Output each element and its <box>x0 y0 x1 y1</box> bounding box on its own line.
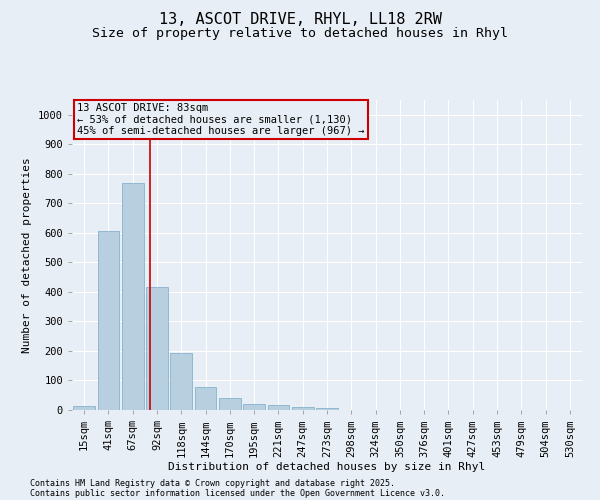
Bar <box>73 406 95 410</box>
Bar <box>97 231 119 410</box>
Text: 13 ASCOT DRIVE: 83sqm
← 53% of detached houses are smaller (1,130)
45% of semi-d: 13 ASCOT DRIVE: 83sqm ← 53% of detached … <box>77 103 365 136</box>
Bar <box>292 407 314 410</box>
Bar <box>194 387 217 410</box>
Text: Contains public sector information licensed under the Open Government Licence v3: Contains public sector information licen… <box>30 488 445 498</box>
Text: 13, ASCOT DRIVE, RHYL, LL18 2RW: 13, ASCOT DRIVE, RHYL, LL18 2RW <box>158 12 442 28</box>
Text: Size of property relative to detached houses in Rhyl: Size of property relative to detached ho… <box>92 28 508 40</box>
Bar <box>316 408 338 410</box>
Bar <box>243 404 265 410</box>
Bar <box>122 182 143 410</box>
Bar <box>219 398 241 410</box>
X-axis label: Distribution of detached houses by size in Rhyl: Distribution of detached houses by size … <box>169 462 485 472</box>
Y-axis label: Number of detached properties: Number of detached properties <box>22 157 32 353</box>
Text: Contains HM Land Registry data © Crown copyright and database right 2025.: Contains HM Land Registry data © Crown c… <box>30 478 395 488</box>
Bar <box>170 353 192 410</box>
Bar <box>268 406 289 410</box>
Bar <box>146 288 168 410</box>
